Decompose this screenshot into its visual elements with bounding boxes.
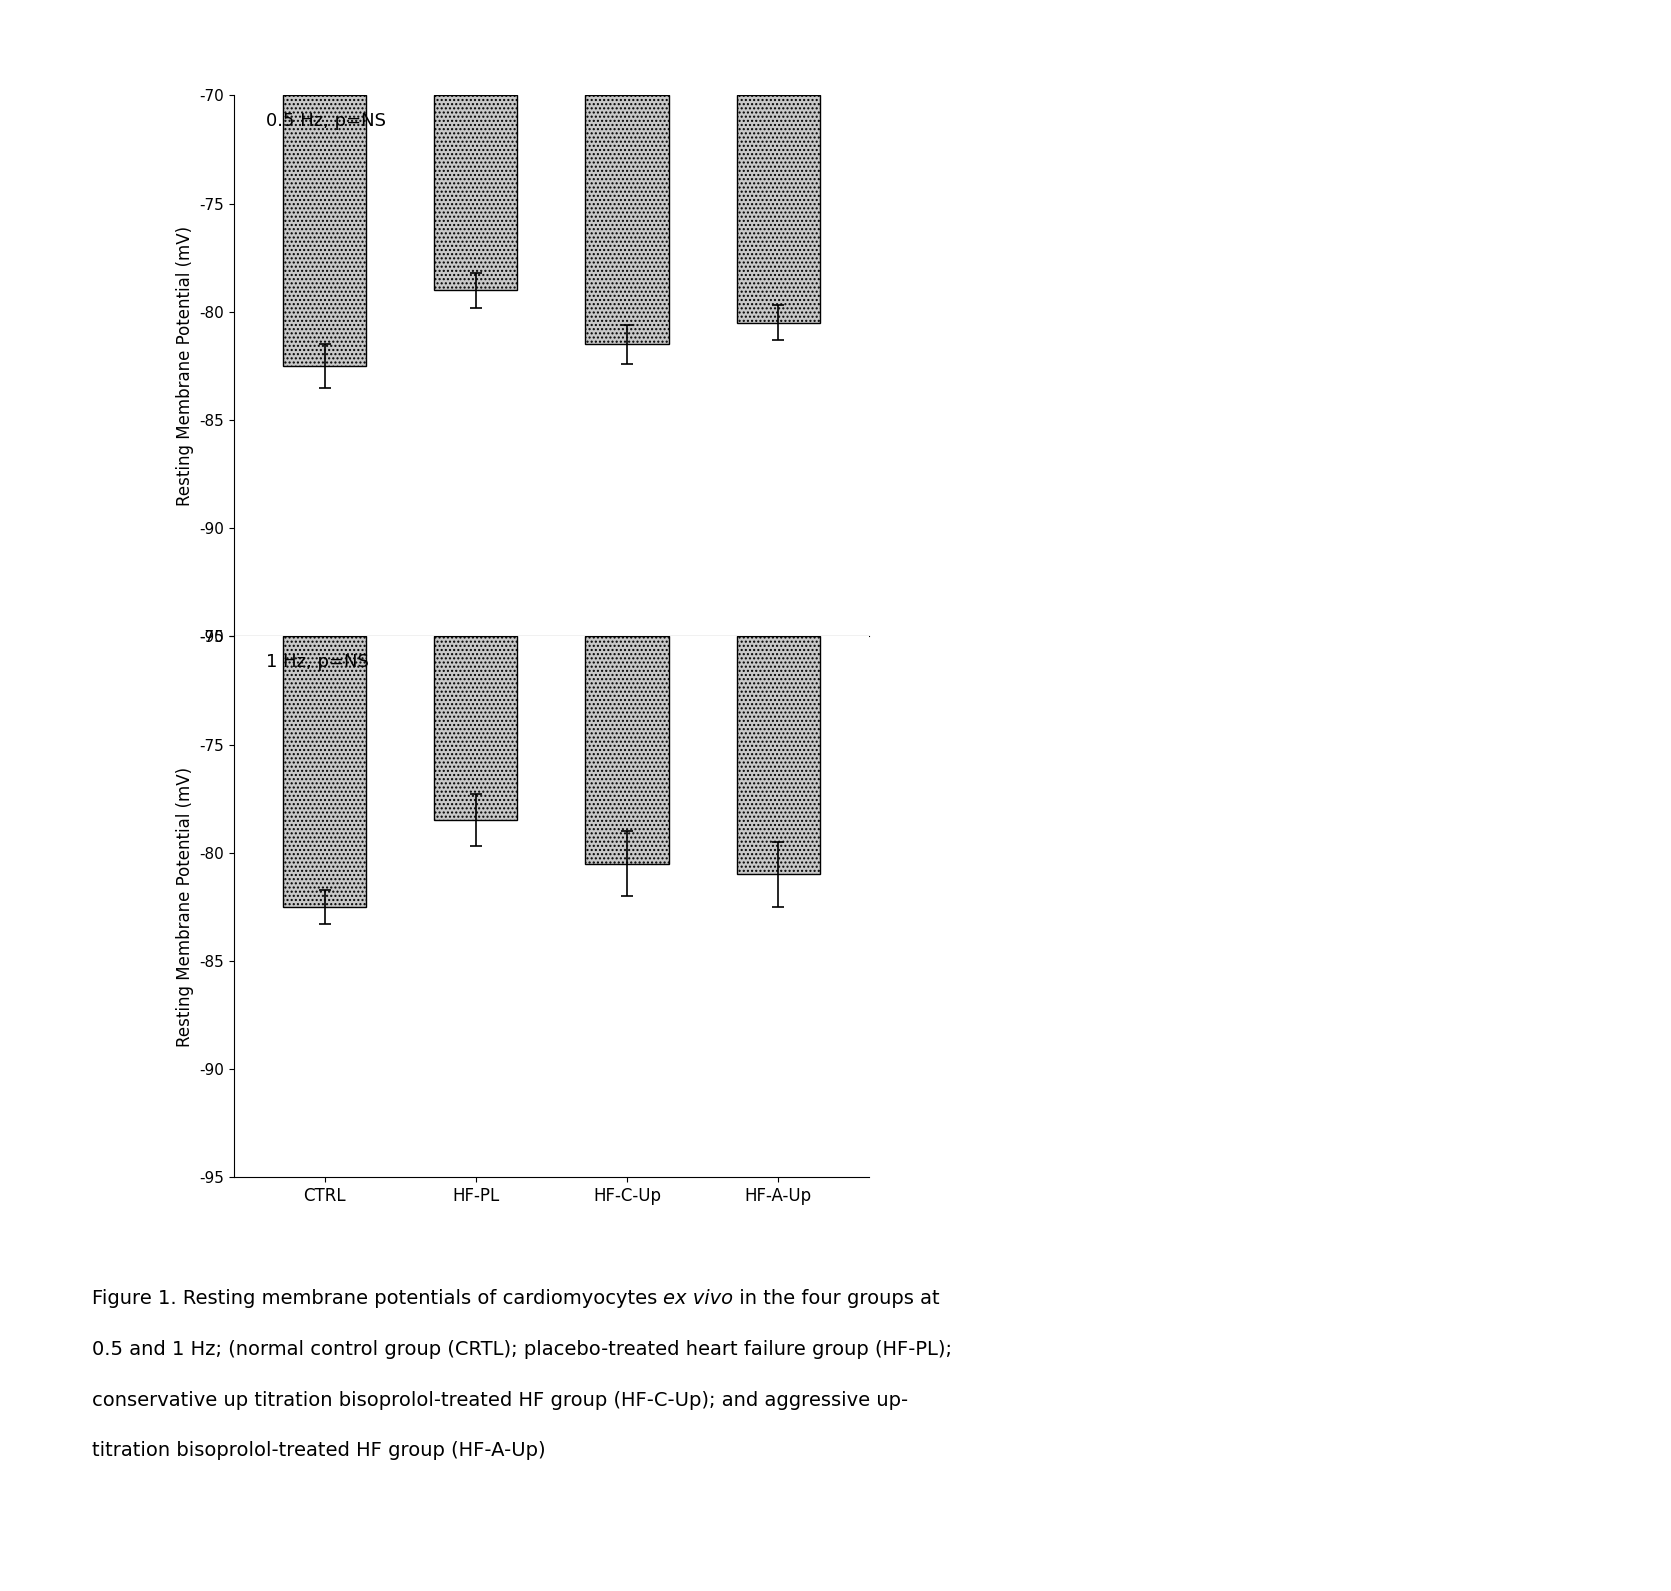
Text: titration bisoprolol-treated HF group (HF-A-Up): titration bisoprolol-treated HF group (H… bbox=[92, 1441, 545, 1461]
Text: 1 Hz, p=NS: 1 Hz, p=NS bbox=[266, 652, 369, 671]
Bar bbox=[737, 636, 820, 875]
Bar bbox=[282, 636, 366, 907]
Bar bbox=[434, 95, 518, 290]
Bar bbox=[585, 636, 668, 864]
Y-axis label: Resting Membrane Potential (mV): Resting Membrane Potential (mV) bbox=[175, 226, 194, 506]
Text: ex vivo: ex vivo bbox=[663, 1289, 734, 1308]
Text: 0.5 and 1 Hz; (normal control group (CRTL); placebo-treated heart failure group : 0.5 and 1 Hz; (normal control group (CRT… bbox=[92, 1340, 952, 1359]
Text: Figure 1. Resting membrane potentials of cardiomyocytes: Figure 1. Resting membrane potentials of… bbox=[92, 1289, 663, 1308]
Text: in the four groups at: in the four groups at bbox=[734, 1289, 941, 1308]
Bar bbox=[585, 95, 668, 344]
Bar bbox=[282, 95, 366, 366]
Bar bbox=[737, 95, 820, 323]
Y-axis label: Resting Membrane Potential (mV): Resting Membrane Potential (mV) bbox=[175, 767, 194, 1047]
Text: conservative up titration bisoprolol-treated HF group (HF-C-Up); and aggressive : conservative up titration bisoprolol-tre… bbox=[92, 1391, 907, 1410]
Bar bbox=[434, 636, 518, 821]
Text: 0.5 Hz, p=NS: 0.5 Hz, p=NS bbox=[266, 111, 386, 130]
